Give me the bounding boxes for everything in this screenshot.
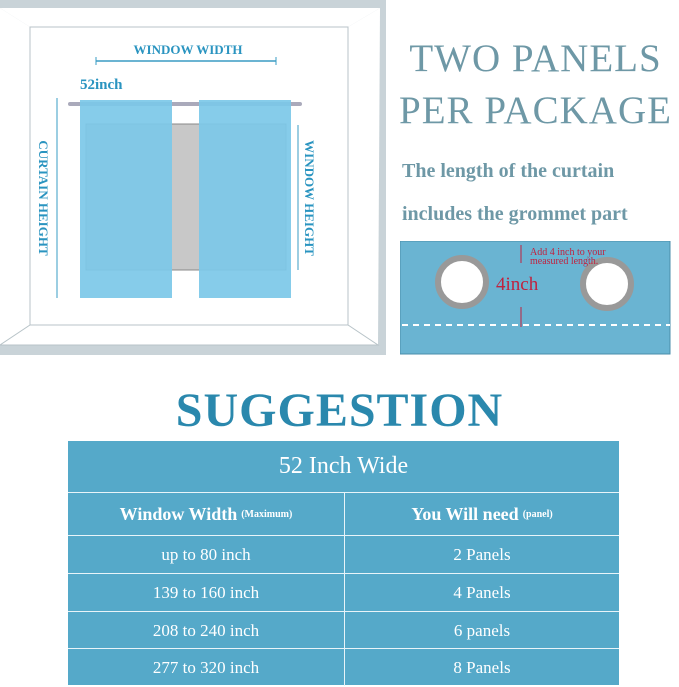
room-diagram: WINDOW WIDTH 52inch CURTAIN HEIGHT WINDO…: [0, 0, 386, 355]
grommet-note-line1: Add 4 inch to your: [530, 247, 606, 258]
window-height-label: WINDOW HEIGHT: [302, 140, 317, 256]
grommet-measure: 4inch: [496, 274, 539, 295]
floor: [0, 324, 380, 346]
note-line2: includes the grommet part: [402, 203, 628, 225]
headline-line2: PER PACKAGE: [399, 89, 672, 132]
header-panels-needed: You Will need (panel): [344, 493, 619, 536]
headline-line1: TWO PANELS: [409, 37, 662, 80]
suggestion-title: SUGGESTION: [175, 384, 504, 437]
table-row: 139 to 160 inch 4 Panels: [68, 573, 619, 612]
panels-cell: 6 panels: [344, 612, 619, 649]
table-header-row: Window Width (Maximum) You Will need (pane…: [68, 492, 619, 536]
note-line1: The length of the curtain: [402, 160, 615, 182]
table-row: 277 to 320 inch 8 Panels: [68, 648, 619, 686]
table-row: up to 80 inch 2 Panels: [68, 535, 619, 574]
width-cell: 277 to 320 inch: [152, 657, 260, 677]
table-row: 208 to 240 inch 6 panels: [68, 611, 619, 649]
panels-cell: 2 Panels: [344, 536, 619, 574]
left-wall: [0, 8, 30, 345]
window-width-label: WINDOW WIDTH: [134, 42, 243, 57]
panels-cell: 8 Panels: [344, 649, 619, 686]
panel-suggestion-table: 52 Inch Wide Window Width (Maximum) You W…: [68, 441, 619, 686]
width-value: 52inch: [80, 77, 123, 93]
grommet-ring-icon: [580, 257, 634, 311]
width-cell: 139 to 160 inch: [152, 583, 260, 602]
grommet-ring-icon: [435, 255, 489, 309]
right-curtain-panel: [199, 100, 291, 298]
ceiling: [0, 8, 380, 27]
width-cell: up to 80 inch: [161, 545, 251, 564]
right-wall: [348, 8, 380, 345]
curtain-height-label: CURTAIN HEIGHT: [36, 140, 51, 256]
header-window-width: Window Width (Maximum): [119, 504, 293, 524]
grommet-note-line2: measured length.: [530, 256, 598, 267]
width-cell: 208 to 240 inch: [152, 620, 260, 640]
table-title: 52 Inch Wide: [278, 453, 409, 479]
left-curtain-panel: [80, 100, 172, 298]
panels-cell: 4 Panels: [344, 574, 619, 612]
grommet-detail: 4inch Add 4 inch to your measured length…: [400, 241, 671, 355]
